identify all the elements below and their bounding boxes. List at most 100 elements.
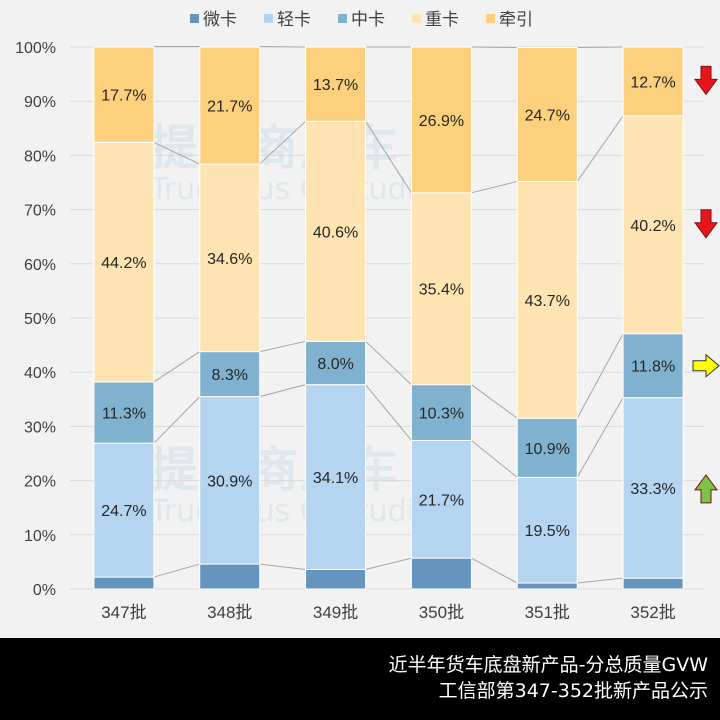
series-connector-line [259, 384, 306, 398]
bar-segment [622, 115, 684, 335]
series-connector-line [153, 563, 200, 578]
legend-swatch [486, 14, 495, 23]
bar-segment [199, 163, 261, 353]
data-label: 30.9% [207, 473, 252, 490]
bar-segment [622, 397, 684, 579]
data-label: 34.1% [313, 470, 358, 487]
series-connector-line [577, 577, 624, 584]
data-label: 12.7% [630, 74, 675, 91]
data-label: 8.0% [317, 356, 353, 373]
bar-segment [305, 120, 367, 342]
legend-swatch [264, 14, 273, 23]
series-connector-line [365, 557, 412, 570]
bar-segment [516, 47, 578, 182]
x-tick-label: 351批 [525, 603, 570, 622]
bar-segment [305, 568, 367, 590]
data-label: 8.3% [212, 367, 248, 384]
bar-segment [516, 180, 578, 419]
bar-segment [199, 563, 261, 590]
legend-label: 轻卡 [277, 10, 311, 30]
legend-label: 中卡 [351, 10, 385, 30]
bar-segment [516, 476, 578, 584]
bar-segment [93, 141, 155, 383]
bar-segment [516, 582, 578, 590]
bar-segment [199, 396, 261, 565]
data-label: 24.7% [101, 503, 146, 520]
legend-label: 牵引 [499, 10, 533, 30]
series-connector-line [577, 46, 624, 49]
series-connector-line [153, 396, 201, 444]
bar-segment [410, 46, 472, 194]
data-label: 10.9% [525, 441, 570, 458]
series-connector-line [471, 384, 518, 419]
legend-label: 重卡 [425, 10, 459, 30]
footer-title: 近半年货车底盘新产品-分总质量GVW [388, 654, 708, 676]
bar-segment [305, 46, 367, 122]
series-connector-line [576, 115, 624, 182]
y-tick-label: 40% [24, 365, 56, 382]
legend-swatch [412, 14, 421, 23]
series-connector-line [259, 120, 306, 165]
series-connector-line [259, 45, 306, 48]
data-label: 21.7% [207, 99, 252, 116]
data-label: 11.3% [102, 406, 146, 423]
arrow-right-icon [692, 353, 720, 378]
data-label: 19.5% [525, 523, 570, 540]
data-label: 26.9% [419, 113, 464, 130]
series-connector-line [153, 351, 201, 383]
data-label: 24.7% [525, 107, 570, 124]
footer-caption: 近半年货车底盘新产品-分总质量GVW 工信部第347-352批新产品公示 [0, 638, 720, 720]
stacked-bar-chart: 0%10%20%30%40%50%60%70%80%90%100%2.2%24.… [15, 10, 720, 622]
data-label: 17.7% [101, 88, 146, 105]
bar-segment [199, 351, 261, 398]
footer-subtitle: 工信部第347-352批新产品公示 [438, 680, 708, 702]
bar-segment [93, 46, 155, 143]
bar-segment [410, 192, 472, 386]
x-tick-label: 349批 [313, 603, 358, 622]
data-label: 11.8% [631, 359, 675, 376]
arrow-down-icon [694, 209, 718, 239]
data-label: 40.2% [630, 218, 675, 235]
data-label: 10.3% [419, 406, 464, 423]
bar-segment [93, 576, 155, 590]
data-label: 43.7% [525, 293, 570, 310]
arrow-down-icon [694, 65, 718, 96]
series-connector-line [471, 46, 518, 49]
bar-segment [622, 333, 684, 399]
series-connector-line [259, 563, 306, 570]
series-connector-line [365, 384, 412, 441]
series-connector-line [576, 333, 624, 419]
bar-segment [622, 46, 684, 117]
y-tick-label: 0% [33, 582, 56, 599]
data-label: 13.7% [313, 77, 358, 94]
series-connector-line [365, 120, 412, 194]
data-label: 40.6% [313, 224, 358, 241]
y-tick-label: 30% [24, 419, 56, 436]
series-connector-line [471, 440, 518, 478]
y-tick-label: 50% [24, 311, 56, 328]
series-connector-line [365, 340, 412, 386]
legend-label: 微卡 [203, 10, 237, 30]
data-label: 21.7% [419, 492, 464, 509]
y-tick-label: 80% [24, 148, 56, 165]
series-connector-line [259, 340, 306, 353]
y-tick-label: 20% [24, 474, 56, 491]
y-tick-label: 70% [24, 203, 56, 220]
x-tick-label: 350批 [419, 603, 464, 622]
legend-swatch [338, 14, 347, 23]
y-tick-label: 100% [15, 40, 56, 57]
x-tick-label: 347批 [101, 603, 146, 622]
x-tick-label: 352批 [630, 603, 675, 622]
y-tick-label: 10% [24, 528, 56, 545]
bar-segment [199, 46, 261, 165]
data-label: 35.4% [419, 282, 464, 299]
data-label: 44.2% [101, 255, 146, 272]
bar-segment [93, 381, 155, 444]
legend-swatch [190, 14, 199, 23]
bar-segment [305, 340, 367, 386]
y-tick-label: 60% [24, 257, 56, 274]
x-tick-label: 348批 [207, 603, 252, 622]
y-tick-label: 90% [24, 94, 56, 111]
series-connector-line [471, 557, 518, 584]
series-connector-line [471, 180, 518, 194]
